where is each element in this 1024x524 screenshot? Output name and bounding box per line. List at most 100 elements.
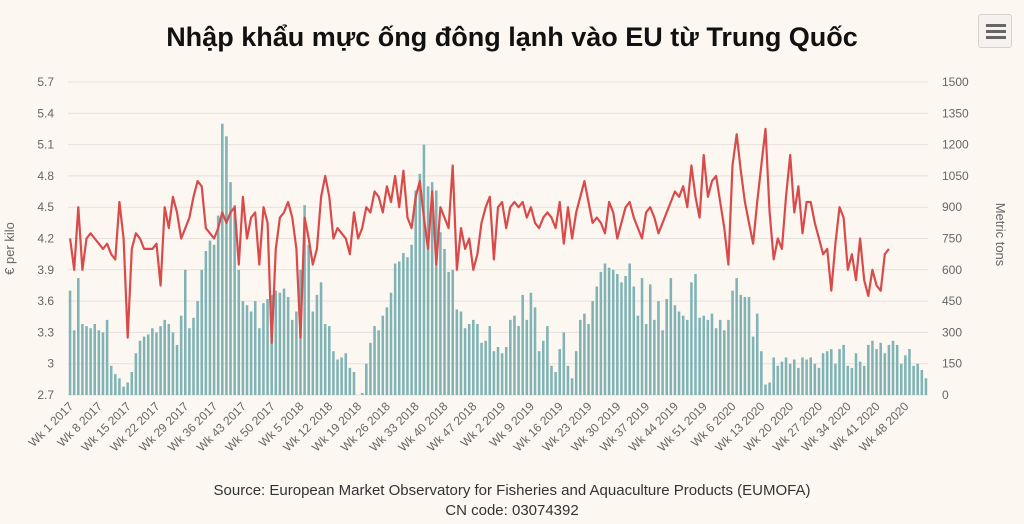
bar xyxy=(179,315,183,395)
bar xyxy=(875,349,878,395)
bar xyxy=(480,342,483,395)
y-right-tick-label: 900 xyxy=(942,200,962,214)
bar xyxy=(574,351,578,395)
bar xyxy=(377,330,380,395)
y-left-tick-label: 2.7 xyxy=(37,388,54,402)
bar xyxy=(772,357,775,395)
bar xyxy=(295,311,298,395)
bar xyxy=(402,253,405,395)
bar xyxy=(171,332,175,395)
y-left-tick-label: 5.1 xyxy=(37,138,54,152)
bar xyxy=(665,299,668,395)
bar xyxy=(562,332,566,395)
bar xyxy=(854,353,858,395)
bar xyxy=(167,324,171,395)
bar xyxy=(488,326,492,395)
y-right-tick-label: 0 xyxy=(942,388,949,402)
bar xyxy=(546,326,549,395)
bar xyxy=(710,313,714,395)
bar xyxy=(192,317,195,395)
bar xyxy=(513,315,516,395)
y-left-tick-label: 4.5 xyxy=(37,200,54,214)
bar xyxy=(414,190,417,395)
bar xyxy=(126,382,129,395)
bar xyxy=(68,290,72,395)
bar xyxy=(315,294,319,395)
bar xyxy=(241,301,245,395)
bar xyxy=(290,319,294,395)
y-left-tick-label: 4.2 xyxy=(37,232,54,246)
bar xyxy=(842,344,845,395)
bar xyxy=(389,292,393,395)
bar xyxy=(266,299,269,395)
bar xyxy=(101,332,105,395)
y-right-tick-label: 1050 xyxy=(942,169,969,183)
y-right-tick-label: 1350 xyxy=(942,106,969,120)
bar xyxy=(422,144,426,395)
bar xyxy=(768,382,771,395)
y-right-tick-label: 300 xyxy=(942,325,962,339)
y-right-tick-label: 150 xyxy=(942,357,962,371)
bar xyxy=(755,313,759,395)
bar xyxy=(723,330,726,395)
bar xyxy=(175,344,179,395)
bar xyxy=(743,296,747,395)
bar xyxy=(908,349,911,395)
bar xyxy=(435,190,438,395)
bar xyxy=(93,324,97,395)
bar xyxy=(504,347,508,395)
y-left-axis-label: € per kilo xyxy=(2,222,17,275)
bar xyxy=(496,347,500,395)
bar xyxy=(455,309,459,395)
bar xyxy=(270,294,273,395)
chart-title: Nhập khẩu mực ống đông lạnh vào EU từ Tr… xyxy=(166,22,858,52)
bar xyxy=(130,372,134,395)
bar xyxy=(517,326,520,395)
bar xyxy=(159,326,162,395)
bar xyxy=(871,340,874,395)
bar xyxy=(200,269,204,395)
bar xyxy=(731,290,734,395)
bar xyxy=(286,296,290,395)
y-left-tick-label: 5.7 xyxy=(37,75,54,89)
bar xyxy=(830,349,833,395)
bar xyxy=(681,315,685,395)
y-left-tick-label: 3.6 xyxy=(37,294,54,308)
bar xyxy=(805,359,808,395)
bar xyxy=(89,328,92,395)
bar xyxy=(410,244,413,395)
bar xyxy=(690,282,693,395)
bar xyxy=(134,353,138,395)
bar xyxy=(611,269,615,395)
bar xyxy=(809,357,813,395)
bar xyxy=(784,357,788,395)
bar xyxy=(208,240,212,395)
bar xyxy=(924,378,928,395)
bar xyxy=(858,361,862,395)
bar xyxy=(570,378,574,395)
bar xyxy=(698,317,701,395)
bar xyxy=(669,278,673,395)
bar xyxy=(591,301,594,395)
bar xyxy=(97,330,101,395)
bar xyxy=(229,182,232,395)
hamburger-menu-icon xyxy=(986,24,1006,27)
bar xyxy=(694,273,697,395)
bar xyxy=(521,294,524,395)
bar xyxy=(661,330,664,395)
bar xyxy=(607,267,611,395)
source-note: Source: European Market Observatory for … xyxy=(213,482,811,499)
y-right-tick-label: 1500 xyxy=(942,75,969,89)
chart-menu-button[interactable] xyxy=(978,14,1012,48)
bar xyxy=(447,271,450,395)
bar xyxy=(492,351,496,395)
y-right-tick-label: 600 xyxy=(942,263,962,277)
bar xyxy=(406,257,409,395)
bar xyxy=(904,355,907,395)
bar xyxy=(714,328,718,395)
bar xyxy=(636,315,640,395)
bar xyxy=(920,369,924,395)
bar xyxy=(467,324,471,395)
price-line xyxy=(69,127,890,344)
bar xyxy=(163,319,166,395)
